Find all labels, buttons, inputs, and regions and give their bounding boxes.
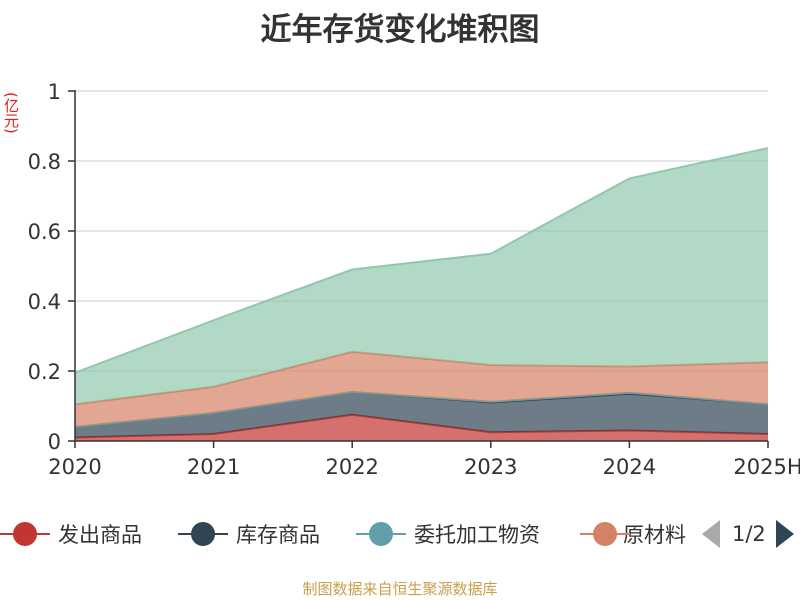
y-tick-label: 0.4 (28, 290, 61, 314)
stacked-areas (74, 147, 769, 441)
y-tick-label: 0.6 (28, 220, 61, 244)
legend-label: 委托加工物资 (414, 523, 540, 547)
legend-marker (356, 516, 406, 552)
area-series-line-5 (74, 147, 769, 374)
x-tick-label: 2025H (733, 455, 800, 479)
chart-plot-area: 0 0.2 0.4 0.6 0.8 1 2020 2021 2022 2023 2024 2025H (28, 80, 800, 479)
legend-marker (580, 516, 630, 552)
x-tick-label: 2022 (325, 455, 378, 479)
legend-label: 库存商品 (236, 523, 320, 547)
x-tick-label: 2023 (464, 455, 517, 479)
data-source-note: 制图数据来自恒生聚源数据库 (302, 580, 498, 598)
legend-item-weituo[interactable]: 委托加工物资 (356, 516, 540, 552)
chart-title: 近年存货变化堆积图 (260, 12, 540, 48)
legend-pager: 1/2 (700, 516, 800, 552)
area-series-1 (75, 414, 768, 441)
legend-item-kucun[interactable]: 库存商品 (178, 516, 320, 552)
legend-marker (178, 516, 228, 552)
legend: 发出商品 库存商品 委托加工物资 原材料 (0, 516, 800, 552)
legend-item-fachu[interactable]: 发出商品 (0, 516, 142, 552)
axes: 0 0.2 0.4 0.6 0.8 1 2020 2021 2022 2023 2024 2025H (28, 80, 800, 479)
legend-marker (0, 516, 50, 552)
area-series-4 (75, 351, 768, 427)
y-tick-label: 0.8 (28, 150, 61, 174)
y-tick-label: 0 (48, 430, 61, 454)
x-tick-label: 2021 (187, 455, 240, 479)
y-tick-label: 0.2 (28, 360, 61, 384)
x-tick-label: 2020 (48, 455, 101, 479)
y-axis-unit-label: (亿元) (2, 92, 20, 134)
legend-item-yuancailiao[interactable]: 原材料 (580, 516, 686, 552)
legend-page-indicator: 1/2 (732, 522, 766, 546)
legend-label: 原材料 (623, 523, 686, 547)
legend-label: 发出商品 (58, 523, 142, 547)
legend-prev-arrow-icon[interactable] (702, 520, 720, 548)
y-tick-label: 1 (48, 80, 61, 104)
x-tick-label: 2024 (603, 455, 656, 479)
legend-next-arrow-icon[interactable] (775, 520, 794, 548)
area-series-5 (75, 148, 768, 405)
area-series-2 (75, 392, 768, 438)
